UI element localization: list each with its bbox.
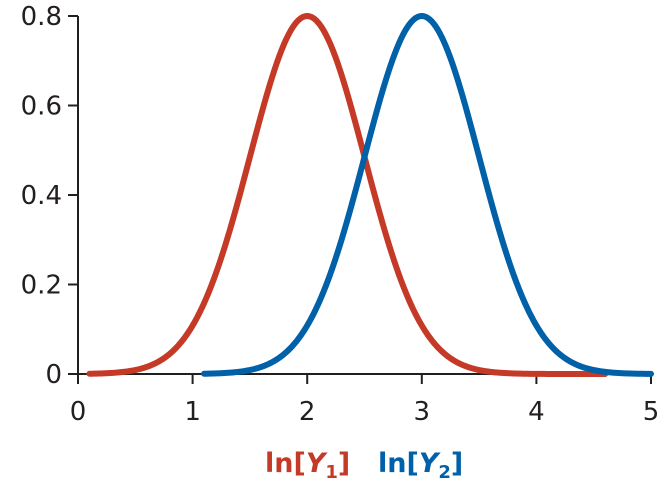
legend-entry-y1: ln[Y1] xyxy=(265,448,350,483)
legend-y2-sub: 2 xyxy=(438,462,451,483)
x-tick-label: 3 xyxy=(414,397,431,427)
legend-y1-var: Y xyxy=(306,448,328,479)
x-tick-label: 5 xyxy=(643,397,660,427)
y-tick-label: 0 xyxy=(45,360,62,390)
series-layer xyxy=(86,13,654,377)
axes xyxy=(77,16,651,375)
x-tick-label: 0 xyxy=(70,397,87,427)
legend-entry-y2: ln[Y2] xyxy=(378,448,463,483)
x-tick-label: 1 xyxy=(184,397,201,427)
legend-y1-main: ln[ xyxy=(265,448,306,479)
legend-y2-main: ln[ xyxy=(378,448,419,479)
x-tick-label: 4 xyxy=(528,397,545,427)
legend-y1-sub: 1 xyxy=(325,462,338,483)
series-line-y1 xyxy=(86,13,609,377)
y-tick-label: 0.6 xyxy=(21,92,62,122)
y-ticks: 0 0.2 0.4 0.6 0.8 xyxy=(21,2,78,390)
legend-y2-close: ] xyxy=(451,448,463,479)
legend-y1-close: ] xyxy=(338,448,350,479)
y-tick-label: 0.8 xyxy=(21,2,62,32)
y-tick-label: 0.2 xyxy=(21,271,62,301)
y-tick-label: 0.4 xyxy=(21,181,62,211)
x-ticks: 0 1 2 3 4 5 xyxy=(70,374,660,427)
series-line-y2 xyxy=(201,13,654,377)
legend-y2-var: Y xyxy=(419,448,441,479)
x-tick-label: 2 xyxy=(299,397,316,427)
